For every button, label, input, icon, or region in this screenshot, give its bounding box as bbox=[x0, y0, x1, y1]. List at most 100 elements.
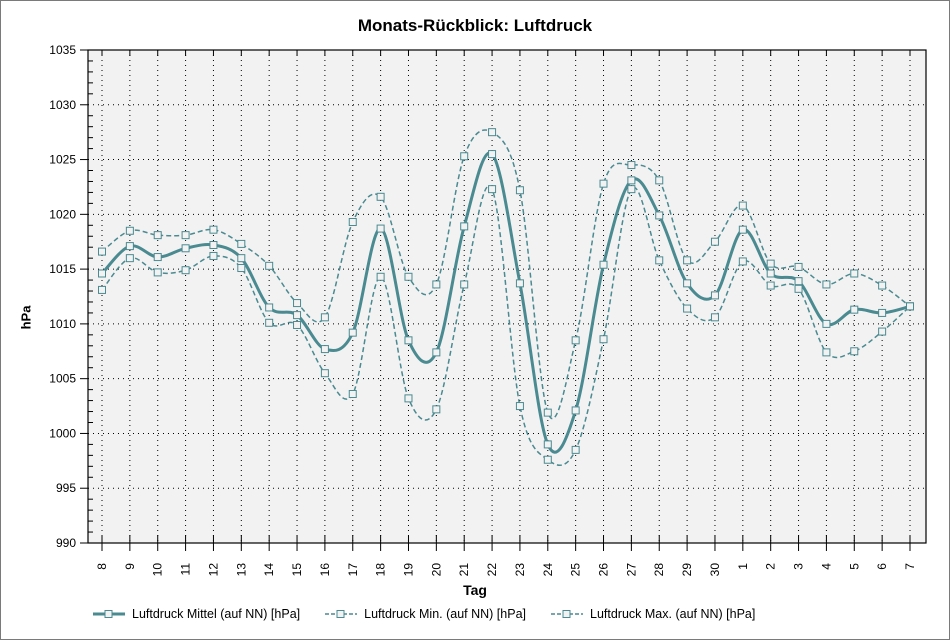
x-tick-label: 29 bbox=[680, 563, 694, 577]
y-tick-label: 1000 bbox=[49, 426, 76, 440]
x-tick-label: 2 bbox=[764, 563, 778, 570]
y-tick-label: 1020 bbox=[49, 207, 76, 221]
y-tick-label: 990 bbox=[56, 536, 76, 550]
y-tick-label: 1015 bbox=[49, 262, 76, 276]
data-point-marker bbox=[515, 279, 524, 288]
data-point-marker bbox=[822, 319, 831, 328]
data-point-marker bbox=[710, 291, 719, 300]
data-point-marker bbox=[237, 254, 246, 263]
legend-item-min: Luftdruck Min. (auf NN) [hPa] bbox=[324, 607, 526, 621]
data-point-marker bbox=[710, 313, 719, 322]
data-point-marker bbox=[404, 272, 413, 281]
data-point-marker bbox=[293, 320, 302, 329]
data-point-marker bbox=[460, 152, 469, 161]
chart-title: Monats-Rückblick: Luftdruck bbox=[357, 16, 593, 35]
data-point-marker bbox=[320, 313, 329, 322]
legend-item-mittel: Luftdruck Mittel (auf NN) [hPa] bbox=[92, 607, 300, 621]
data-point-marker bbox=[794, 284, 803, 293]
x-tick-label: 27 bbox=[624, 563, 638, 577]
data-point-marker bbox=[878, 281, 887, 290]
legend-item-max: Luftdruck Max. (auf NN) [hPa] bbox=[550, 607, 755, 621]
data-point-marker bbox=[265, 303, 274, 312]
x-tick-label: 19 bbox=[401, 563, 415, 577]
data-point-marker bbox=[822, 280, 831, 289]
series-min bbox=[98, 185, 914, 466]
data-point-marker bbox=[571, 406, 580, 415]
x-tick-label: 24 bbox=[541, 563, 555, 577]
series-mittel bbox=[98, 150, 914, 454]
y-tick-label: 1030 bbox=[49, 98, 76, 112]
data-point-marker bbox=[376, 224, 385, 233]
data-point-marker bbox=[265, 318, 274, 327]
data-point-marker bbox=[655, 211, 664, 220]
x-tick-label: 4 bbox=[819, 563, 833, 570]
series-line bbox=[100, 151, 911, 454]
y-tick-label: 1035 bbox=[49, 43, 76, 57]
y-tick-label: 995 bbox=[56, 481, 76, 495]
x-tick-label: 22 bbox=[485, 563, 499, 577]
x-axis-label: Tag bbox=[463, 582, 487, 598]
data-point-marker bbox=[766, 269, 775, 278]
legend-label: Luftdruck Mittel (auf NN) [hPa] bbox=[132, 607, 301, 621]
legend-label: Luftdruck Max. (auf NN) [hPa] bbox=[590, 607, 756, 621]
x-tick-label: 6 bbox=[875, 563, 889, 570]
data-point-marker bbox=[460, 222, 469, 231]
data-point-marker bbox=[376, 192, 385, 201]
data-point-marker bbox=[850, 269, 859, 278]
x-tick-label: 20 bbox=[429, 563, 443, 577]
plot-border bbox=[87, 49, 927, 544]
x-tick-label: 8 bbox=[95, 563, 109, 570]
data-point-marker bbox=[850, 305, 859, 314]
data-point-marker bbox=[181, 231, 190, 240]
x-tick-label: 17 bbox=[346, 563, 360, 577]
legend-solid-line-icon bbox=[93, 610, 125, 618]
data-point-marker bbox=[209, 225, 218, 234]
grid-lines bbox=[88, 50, 926, 543]
data-point-marker bbox=[348, 328, 357, 337]
data-point-marker bbox=[293, 299, 302, 308]
data-point-marker bbox=[320, 369, 329, 378]
data-point-marker bbox=[683, 304, 692, 313]
data-point-marker bbox=[181, 244, 190, 253]
data-point-marker bbox=[181, 266, 190, 275]
y-axis-label: hPa bbox=[18, 305, 34, 330]
data-point-marker bbox=[655, 176, 664, 185]
data-point-marker bbox=[878, 308, 887, 317]
x-tick-label: 25 bbox=[569, 563, 583, 577]
y-tick-label: 1025 bbox=[49, 153, 76, 167]
data-point-marker bbox=[543, 408, 552, 417]
data-point-marker bbox=[738, 257, 747, 266]
data-point-marker bbox=[599, 335, 608, 344]
data-point-marker bbox=[850, 347, 859, 356]
data-point-marker bbox=[627, 161, 636, 170]
x-tick-label: 12 bbox=[206, 563, 220, 577]
x-tick-label: 7 bbox=[903, 563, 917, 570]
data-point-marker bbox=[432, 348, 441, 357]
data-point-marker bbox=[153, 268, 162, 277]
y-tick-label: 1010 bbox=[49, 317, 76, 331]
data-point-marker bbox=[98, 285, 106, 294]
data-point-marker bbox=[293, 311, 302, 320]
data-point-marker bbox=[599, 260, 608, 269]
data-point-marker bbox=[878, 327, 887, 336]
data-point-marker bbox=[738, 201, 747, 210]
data-point-marker bbox=[794, 262, 803, 271]
data-point-marker bbox=[209, 251, 218, 260]
x-tick-label: 30 bbox=[708, 563, 722, 577]
data-point-marker bbox=[683, 256, 692, 265]
x-tick-label: 26 bbox=[597, 563, 611, 577]
x-tick-label: 3 bbox=[792, 563, 806, 570]
data-point-marker bbox=[710, 237, 719, 246]
legend-dashed-line-icon bbox=[551, 610, 583, 618]
data-point-marker bbox=[766, 259, 775, 268]
data-point-marker bbox=[125, 254, 134, 263]
data-point-marker bbox=[488, 150, 497, 159]
data-point-marker bbox=[571, 445, 580, 454]
x-tick-label: 13 bbox=[234, 563, 248, 577]
data-point-marker bbox=[432, 405, 441, 414]
y-axis: 990 995 1000 1005 1010 1015 1020 1025 1030 1035 bbox=[49, 43, 93, 550]
x-tick-label: 10 bbox=[151, 563, 165, 577]
data-point-marker bbox=[822, 348, 831, 357]
data-point-marker bbox=[543, 440, 552, 449]
